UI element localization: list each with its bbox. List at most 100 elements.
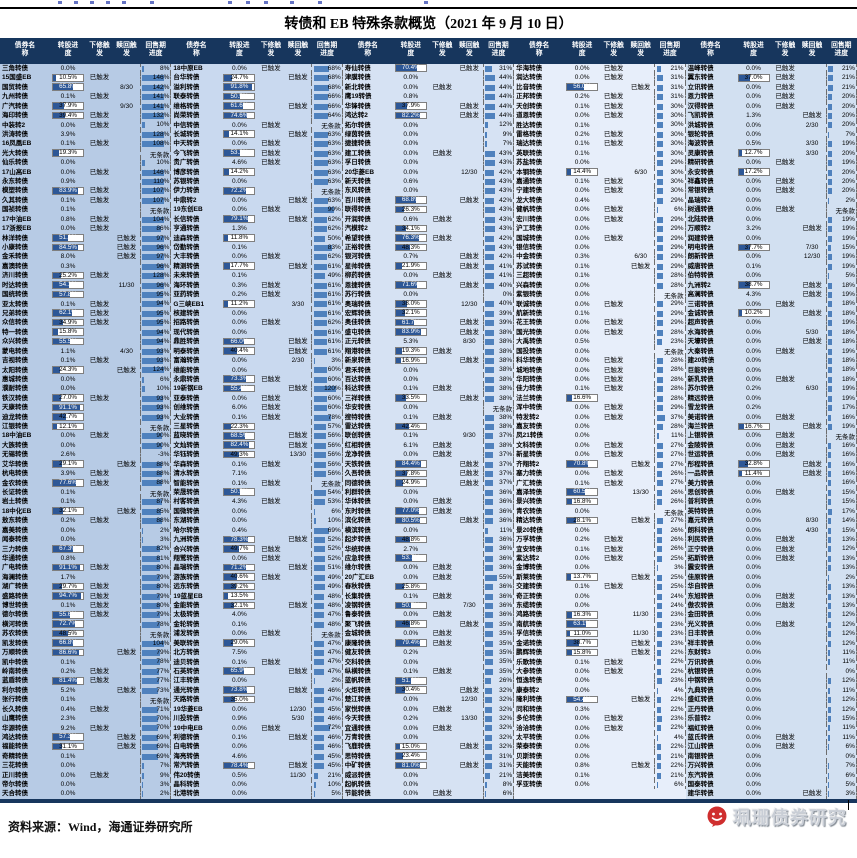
put-period-progress-cell: 23% (654, 638, 686, 649)
conversion-progress-cell: 0.3% (231, 281, 247, 289)
conversion-progress-bar: 82.2% (394, 111, 427, 120)
table-row: 日丰转债 0.0% 12% (686, 629, 857, 639)
conversion-progress-cell: 0.0% (746, 762, 761, 770)
put-progress-value: 47% (327, 667, 341, 675)
put-period-progress-cell: 32% (482, 732, 515, 743)
conversion-progress-cell: 82.2% (393, 111, 429, 120)
put-progress-bar: 30% (656, 112, 684, 120)
put-progress-value: 40% (499, 281, 513, 289)
conversion-progress-cell: 17.7% (221, 262, 257, 271)
bond-group-2: 债券名 称转股进 度下修触 发赎回触 发回售期 进度 18中原EB 0.0% 已触发 6… (171, 38, 343, 799)
conversion-progress-bar: 49.7% (223, 545, 256, 553)
put-progress-bar: 80% (142, 583, 169, 591)
put-progress-value: 29% (670, 404, 684, 412)
put-progress-bar: 69% (142, 734, 169, 742)
put-progress-value: 35% (499, 649, 513, 657)
put-period-progress-cell: 62% (311, 224, 343, 234)
conversion-progress-bar: 53.2% (223, 149, 256, 157)
table-row: 江丰转债 0.0% 2% (171, 676, 343, 686)
table-row: 万孚转债 0.2% 已触发 26% (514, 535, 686, 545)
put-period-progress-cell: 69% (140, 751, 172, 762)
put-progress-value: 29% (670, 262, 684, 270)
put-progress-bar-fill (827, 772, 830, 779)
conversion-progress-value: 46.8% (401, 620, 420, 628)
conversion-progress-bar-fill (53, 272, 61, 279)
conversion-progress-cell: 0.0% (746, 441, 761, 449)
put-progress-bar: 61% (313, 310, 341, 318)
conversion-progress-bar: 14.4% (566, 168, 599, 176)
put-progress-bar-fill (313, 659, 325, 666)
put-period-progress-cell: 38% (482, 337, 515, 347)
put-progress-bar: 88% (142, 461, 169, 469)
call-trigger-status-cell: 已触发 (630, 517, 651, 525)
put-progress-value: 12% (841, 639, 855, 647)
call-trigger-status-cell: 13/30 (289, 451, 307, 459)
put-progress-value: 48% (327, 592, 341, 600)
put-progress-bar-fill (485, 273, 495, 280)
put-progress-bar-fill (142, 188, 165, 195)
put-progress-bar-fill (485, 781, 487, 788)
top-artifact-mark (264, 1, 268, 4)
put-progress-bar-fill (485, 480, 494, 487)
conversion-progress-value: 53.2% (230, 149, 249, 157)
call-trigger-status-cell: 已触发 (288, 102, 308, 110)
conversion-progress-cell: 0.0% (60, 385, 76, 393)
table-row: 贝斯转债 0.0% 21% (514, 751, 686, 762)
put-progress-bar-fill (142, 781, 144, 788)
put-progress-bar: 36% (485, 593, 512, 601)
bond-name-cell: 大族转债 (2, 441, 28, 449)
conversion-progress-value: 15.8% (59, 328, 77, 336)
call-trigger-status-cell: 已触发 (459, 686, 480, 694)
bond-name-cell: 新乳转债 (687, 375, 714, 383)
put-progress-bar: 21% (656, 65, 684, 73)
put-progress-value: 12% (841, 630, 855, 638)
bond-name-cell: 华源转债 (2, 724, 28, 732)
table-row: 永东转债 0.9% 110% (0, 177, 172, 187)
bond-name-cell: 15国盛EB (2, 74, 32, 82)
put-period-progress-cell: 36% (482, 553, 515, 564)
put-progress-bar: 30% (656, 131, 684, 139)
conversion-progress-bar-fill (53, 677, 78, 684)
bond-name-cell: 英联转债 (516, 149, 543, 157)
put-progress-value: 32% (499, 686, 513, 694)
bond-name-cell: 广电转债 (2, 564, 28, 572)
bond-name-cell: 国贸转债 (2, 83, 28, 91)
put-progress-bar: 16% (827, 442, 855, 450)
bond-name-cell: 紫达转2 (516, 554, 540, 562)
call-trigger-status-cell: 3/30 (805, 140, 819, 148)
put-progress-bar: 22% (656, 649, 684, 657)
table-row: 九洲转债 78.3% 已触发 52% (171, 535, 343, 545)
table-row: 威唐转债 0.1% 19% (686, 261, 857, 272)
conversion-progress-value: 17.2% (744, 168, 763, 176)
call-trigger-status-cell: 已触发 (459, 196, 480, 204)
put-progress-bar: 11% (827, 658, 855, 666)
put-progress-value: 2% (331, 677, 341, 685)
put-progress-value: 45% (327, 752, 341, 760)
conversion-progress-bar: 29.7% (52, 582, 84, 591)
bond-name-cell: 普利转债 (687, 498, 714, 506)
lower-revision-status-cell: 已触发 (89, 121, 110, 129)
put-progress-bar-fill (485, 65, 492, 72)
put-progress-value: 37% (499, 470, 513, 478)
put-progress-bar: 22% (656, 658, 684, 666)
put-progress-value: 13% (841, 554, 855, 562)
put-progress-value: 11% (671, 432, 684, 440)
bond-name-cell: 拓尔转债 (344, 121, 371, 129)
conversion-progress-cell: 0.0% (403, 526, 419, 534)
conversion-progress-value: 72.7% (59, 620, 77, 628)
bond-name-cell: 世运转债 (687, 451, 714, 459)
put-progress-bar: 32% (485, 724, 512, 732)
bond-name-cell: 19蓝星EB (173, 592, 203, 600)
bond-name-cell: 润达转债 (516, 74, 543, 82)
put-progress-bar: 29% (656, 235, 684, 243)
column-header: 下修触 发 (260, 42, 282, 57)
bond-name-cell: 康隆转债 (344, 639, 371, 647)
conversion-progress-bar-fill (53, 621, 75, 627)
conversion-progress-cell: 91.8% (221, 83, 257, 92)
put-progress-bar-fill (313, 584, 325, 591)
lower-revision-status-cell: 已触发 (432, 385, 453, 393)
lower-revision-status-cell: 已触发 (432, 611, 453, 619)
put-progress-value: 12% (841, 545, 855, 553)
put-progress-bar: 6% (656, 781, 684, 789)
put-progress-bar-fill (485, 640, 493, 647)
